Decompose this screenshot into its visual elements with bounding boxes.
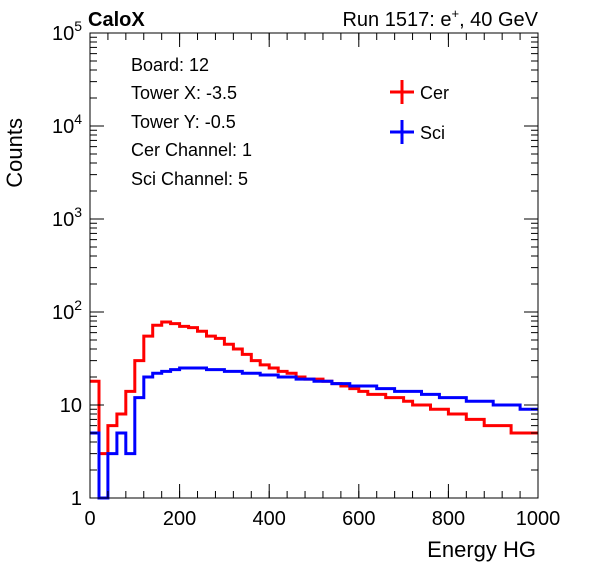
info-tower-y: Tower Y: -0.5 — [131, 112, 236, 132]
legend-label: Sci — [420, 123, 445, 143]
y-tick-label: 1 — [71, 488, 82, 510]
y-tick-label: 104 — [52, 111, 82, 138]
series-layer — [90, 320, 538, 500]
info-tower-x: Tower X: -3.5 — [131, 83, 237, 103]
x-tick-label: 1000 — [516, 508, 561, 530]
x-axis-title: Energy HG — [427, 537, 536, 562]
legend-item-sci: Sci — [390, 120, 445, 144]
y-tick-label: 105 — [52, 18, 82, 45]
y-tick-label: 103 — [52, 204, 82, 231]
x-tick-label: 200 — [163, 508, 196, 530]
x-tick-label: 600 — [342, 508, 375, 530]
x-tick-label: 800 — [432, 508, 465, 530]
info-sci-channel: Sci Channel: 5 — [131, 169, 248, 189]
legend-label: Cer — [420, 83, 449, 103]
ticks-layer: 0 200 400 600 800 1000 1 10 102 103 104 105 — [52, 18, 560, 530]
legend: Cer Sci — [390, 80, 449, 144]
y-tick-label: 10 — [60, 395, 82, 417]
experiment-label: CaloX — [88, 9, 145, 31]
info-box: Board: 12 Tower X: -3.5 Tower Y: -0.5 Ce… — [131, 55, 252, 189]
plot-frame — [89, 32, 539, 499]
legend-item-cer: Cer — [390, 80, 449, 104]
run-label: Run 1517: e+, 40 GeV — [342, 6, 538, 31]
info-cer-channel: Cer Channel: 1 — [131, 140, 252, 160]
y-axis-title: Counts — [2, 118, 27, 188]
series-sci-line — [90, 366, 538, 500]
info-board: Board: 12 — [131, 55, 209, 75]
x-tick-label: 0 — [84, 508, 95, 530]
y-tick-label: 102 — [52, 297, 82, 324]
x-tick-label: 400 — [253, 508, 286, 530]
series-cer-line — [90, 320, 538, 456]
